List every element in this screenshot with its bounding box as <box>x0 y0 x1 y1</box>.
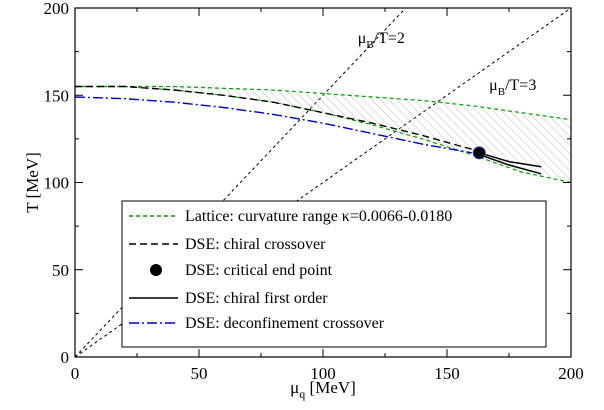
ratio-label-2: μB/T=3 <box>489 77 536 98</box>
axis-ticks: 0 50 100 150 200 0 50 100 150 200 <box>44 0 584 383</box>
ratio-label-sub: B <box>498 86 505 98</box>
ratio-label-main: μ <box>358 30 367 47</box>
y-tick-label: 150 <box>44 86 70 105</box>
x-axis-label-main: μ <box>290 378 299 397</box>
legend-box <box>121 200 547 348</box>
annotations: μB/T=2μB/T=3 <box>358 30 537 98</box>
ratio-label-rest: /T=3 <box>505 77 536 94</box>
y-axis-label: T [MeV] <box>23 152 42 213</box>
ratio-label-main: μ <box>489 77 498 94</box>
y-tick-label: 200 <box>44 0 70 18</box>
legend-swatch-marker <box>150 264 162 276</box>
legend: Lattice: curvature range κ=0.0066-0.0180… <box>121 200 547 348</box>
ratio-label-1: μB/T=2 <box>358 30 405 51</box>
y-tick-label: 100 <box>44 174 70 193</box>
critical-end-point-marker <box>472 146 486 160</box>
x-tick-label: 0 <box>71 364 80 383</box>
dse-deconfinement-curve <box>75 96 472 154</box>
legend-label-1: Lattice: curvature range κ=0.0066-0.0180 <box>185 208 452 225</box>
x-tick-label: 150 <box>434 364 460 383</box>
y-tick-label: 0 <box>61 348 70 367</box>
x-tick-label: 100 <box>310 364 336 383</box>
lattice-upper-curve <box>75 85 571 121</box>
x-tick-label: 50 <box>191 364 208 383</box>
x-axis-label: μq [MeV] <box>290 378 356 401</box>
ratio-label-sub: B <box>366 39 373 51</box>
dse-chiral-crossover-curve <box>75 85 480 154</box>
y-tick-label: 50 <box>52 261 69 280</box>
reference-line-2 <box>75 8 571 357</box>
x-axis-label-unit: [MeV] <box>305 378 356 397</box>
ratio-label-rest: /T=2 <box>374 30 405 47</box>
x-axis-label-sub: q <box>299 387 305 401</box>
dse-first-order-line-1 <box>478 152 542 168</box>
x-tick-label: 200 <box>558 364 584 383</box>
legend-label-5: DSE: deconfinement crossover <box>185 315 385 332</box>
legend-label-4: DSE: chiral first order <box>185 290 328 307</box>
dse-first-order-line-2 <box>478 153 542 175</box>
lattice-band-fill <box>75 86 571 183</box>
legend-label-2: DSE: chiral crossover <box>185 236 326 253</box>
legend-label-3: DSE: critical end point <box>185 262 333 279</box>
lattice-lower-curve <box>75 85 571 184</box>
